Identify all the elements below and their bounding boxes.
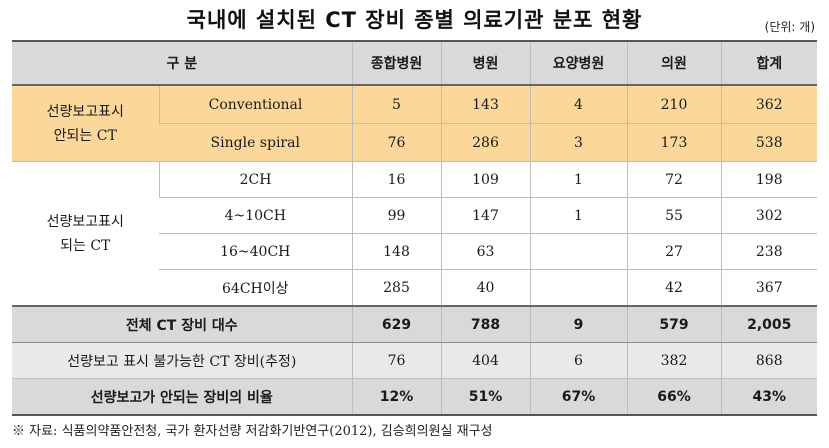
table-cell: 285 (351, 269, 442, 307)
table-cell: 629 (351, 305, 442, 343)
table-cell: 16 (351, 161, 442, 198)
group-label-shown: 선량보고표시 되는 CT (12, 161, 159, 307)
total-label: 전체 CT 장비 대수 (12, 305, 353, 343)
table-cell: 12% (351, 378, 442, 416)
estimated-label: 선량보고 표시 불가능한 CT 장비(추정) (12, 342, 353, 379)
table-row: 선량보고표시 되는 CT 2CH 16 109 1 72 198 (12, 161, 818, 307)
table-cell: 538 (720, 123, 818, 162)
row-label: 64CH이상 (159, 269, 353, 307)
table-cell: 4 (529, 85, 628, 124)
ratio-row: 선량보고가 안되는 장비의 비율 12% 51% 67% 66% 43% (12, 378, 818, 416)
table-cell: 99 (351, 197, 442, 234)
table-cell: 173 (626, 123, 722, 162)
table-row: 선량보고표시 안되는 CT Conventional 5 143 4 210 3… (12, 85, 818, 162)
ratio-label: 선량보고가 안되는 장비의 비율 (12, 378, 353, 416)
table-cell: 302 (720, 197, 818, 234)
source-note: ※ 자료: 식품의약품안전청, 국가 환자선량 저감화기반연구(2012), 김… (12, 424, 493, 439)
table-cell: 579 (626, 305, 722, 343)
table-cell: 198 (720, 161, 818, 198)
table-cell: 43% (720, 378, 818, 416)
table-cell (529, 269, 628, 307)
group-label-line: 되는 CT (60, 237, 111, 254)
table-cell: 66% (626, 378, 722, 416)
table-cell: 67% (529, 378, 628, 416)
header-clinic: 의원 (626, 40, 722, 86)
table-cell: 42 (626, 269, 722, 307)
page-title: 국내에 설치된 CT 장비 종별 의료기관 분포 현황 (186, 8, 643, 32)
unit-label: (단위: 개) (764, 20, 815, 34)
header-nursing-hospital: 요양병원 (529, 40, 628, 86)
header-general-hospital: 종합병원 (351, 40, 442, 86)
table-cell: 72 (626, 161, 722, 198)
group-label-line: 선량보고표시 (46, 213, 124, 230)
table-cell: 1 (529, 161, 628, 198)
header-total: 합계 (720, 40, 818, 86)
row-label: 16~40CH (159, 233, 353, 270)
table-cell: 27 (626, 233, 722, 270)
table-cell: 109 (440, 161, 531, 198)
table-cell: 3 (529, 123, 628, 162)
table-cell: 2,005 (720, 305, 818, 343)
table-cell: 148 (351, 233, 442, 270)
table-cell: 55 (626, 197, 722, 234)
table-cell: 9 (529, 305, 628, 343)
table-cell: 63 (440, 233, 531, 270)
table-row: 64CH이상 285 40 42 367 (12, 269, 818, 307)
table-cell: 382 (626, 342, 722, 379)
group-label-line: 선량보고표시 (46, 103, 124, 120)
header-hospital: 병원 (440, 40, 531, 86)
header-category: 구 분 (12, 40, 353, 86)
table-cell: 238 (720, 233, 818, 270)
ct-distribution-table: 구 분 종합병원 병원 요양병원 의원 합계 선량보고표시 안되는 CT Con… (12, 40, 818, 416)
table-cell: 404 (440, 342, 531, 379)
table-cell: 76 (351, 342, 442, 379)
total-row: 전체 CT 장비 대수 629 788 9 579 2,005 (12, 305, 818, 343)
table-cell: 868 (720, 342, 818, 379)
row-label: 2CH (158, 161, 353, 198)
table-cell: 40 (440, 269, 531, 307)
table-cell: 788 (440, 305, 531, 343)
table-cell: 362 (720, 85, 818, 124)
table-cell: 51% (440, 378, 531, 416)
table-row: 4~10CH 99 147 1 55 302 (12, 197, 818, 234)
table-cell: 147 (440, 197, 531, 234)
table-row: 16~40CH 148 63 27 238 (12, 233, 818, 270)
table-cell: 5 (351, 85, 442, 124)
table-row: Single spiral 76 286 3 173 538 (12, 123, 818, 162)
table-cell: 76 (351, 123, 442, 162)
table-cell: 1 (529, 197, 628, 234)
table-cell: 210 (626, 85, 722, 124)
table-header-row: 구 분 종합병원 병원 요양병원 의원 합계 (12, 40, 818, 86)
table-cell: 286 (440, 123, 531, 162)
table-cell: 6 (529, 342, 628, 379)
row-label: 4~10CH (159, 197, 353, 234)
row-label: Conventional (158, 85, 353, 124)
table-cell (529, 233, 628, 270)
group-label-line: 안되는 CT (53, 127, 117, 144)
row-label: Single spiral (159, 123, 353, 162)
estimated-row: 선량보고 표시 불가능한 CT 장비(추정) 76 404 6 382 868 (12, 342, 818, 379)
table-cell: 367 (720, 269, 818, 307)
group-label-not-shown: 선량보고표시 안되는 CT (12, 85, 159, 162)
table-cell: 143 (440, 85, 531, 124)
